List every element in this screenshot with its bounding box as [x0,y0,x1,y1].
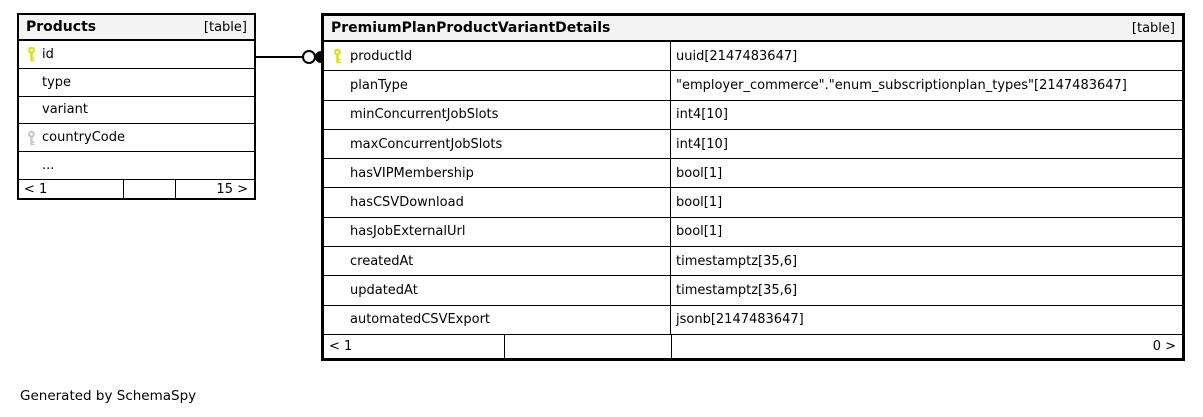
column-name: hasCSVDownload [350,195,464,211]
column-row: type [19,69,254,97]
paginator-next[interactable]: 15 > [216,181,248,197]
table-premium-plan-product-variant-details: PremiumPlanProductVariantDetails [table]… [321,13,1185,361]
table-premium-paginator: < 1 0 > [324,335,1182,358]
table-type-label: [table] [1131,20,1175,36]
table-products: Products [table] id type variant [17,13,256,200]
primary-key-icon [28,47,35,62]
column-name: productId [350,48,413,64]
table-products-paginator: < 1 15 > [19,180,254,198]
column-row: minConcurrentJobSlots int4[10] [324,100,1182,130]
column-row: id [19,41,254,69]
column-type: jsonb[2147483647] [670,305,1182,334]
column-row: countryCode [19,124,254,153]
column-row: hasJobExternalUrl bool[1] [324,217,1182,248]
column-name: maxConcurrentJobSlots [350,136,503,152]
paginator-next[interactable]: 0 > [1152,339,1176,354]
column-row: productId uuid[2147483647] [324,42,1182,72]
column-type: bool[1] [670,217,1182,247]
primary-key-icon [334,48,341,64]
column-type: uuid[2147483647] [670,42,1182,71]
column-type: timestamptz[35,6] [670,247,1182,276]
relationship-zero-circle-icon [302,50,316,64]
column-name: planType [350,77,408,93]
relationship-anchor-icon [315,51,322,63]
paginator-spacer [505,335,672,358]
column-type: bool[1] [670,159,1182,188]
table-products-rows: id type variant countryCode ... [19,41,254,180]
column-row: hasVIPMembership bool[1] [324,159,1182,189]
table-premium-header: PremiumPlanProductVariantDetails [table] [324,16,1182,42]
column-row: variant [19,97,254,125]
table-products-header: Products [table] [19,15,254,41]
table-premium-rows: productId uuid[2147483647] planType "emp… [324,42,1182,335]
column-row: maxConcurrentJobSlots int4[10] [324,129,1182,160]
column-name: minConcurrentJobSlots [350,107,499,123]
column-name: id [42,46,54,62]
table-title[interactable]: PremiumPlanProductVariantDetails [331,20,611,36]
column-type: int4[10] [670,100,1182,129]
column-row: hasCSVDownload bool[1] [324,188,1182,218]
relationship-line [256,56,303,58]
column-type: "employer_commerce"."enum_subscriptionpl… [670,71,1182,100]
column-name: hasJobExternalUrl [350,224,466,240]
column-type: bool[1] [670,188,1182,217]
column-row: updatedAt timestamptz[35,6] [324,276,1182,306]
column-name: hasVIPMembership [350,165,474,181]
column-name: createdAt [350,253,414,269]
column-row: planType "employer_commerce"."enum_subsc… [324,71,1182,101]
paginator-spacer [124,180,176,198]
column-type: int4[10] [670,129,1182,159]
column-row: createdAt timestamptz[35,6] [324,247,1182,277]
column-name: variant [42,102,88,118]
table-title[interactable]: Products [26,19,97,35]
paginator-prev[interactable]: < 1 [324,335,505,358]
column-row: automatedCSVExport jsonb[2147483647] [324,305,1182,335]
index-key-icon [28,130,35,145]
column-name: countryCode [42,130,125,146]
column-name: automatedCSVExport [350,312,491,328]
generated-by-note: Generated by SchemaSpy [20,388,197,404]
paginator-prev[interactable]: < 1 [19,180,124,198]
more-columns-row: ... [19,152,254,180]
column-type: timestamptz[35,6] [670,276,1182,305]
ellipsis-label: ... [42,158,55,174]
table-type-label: [table] [203,19,247,35]
column-name: updatedAt [350,283,418,299]
column-name: type [42,74,72,90]
